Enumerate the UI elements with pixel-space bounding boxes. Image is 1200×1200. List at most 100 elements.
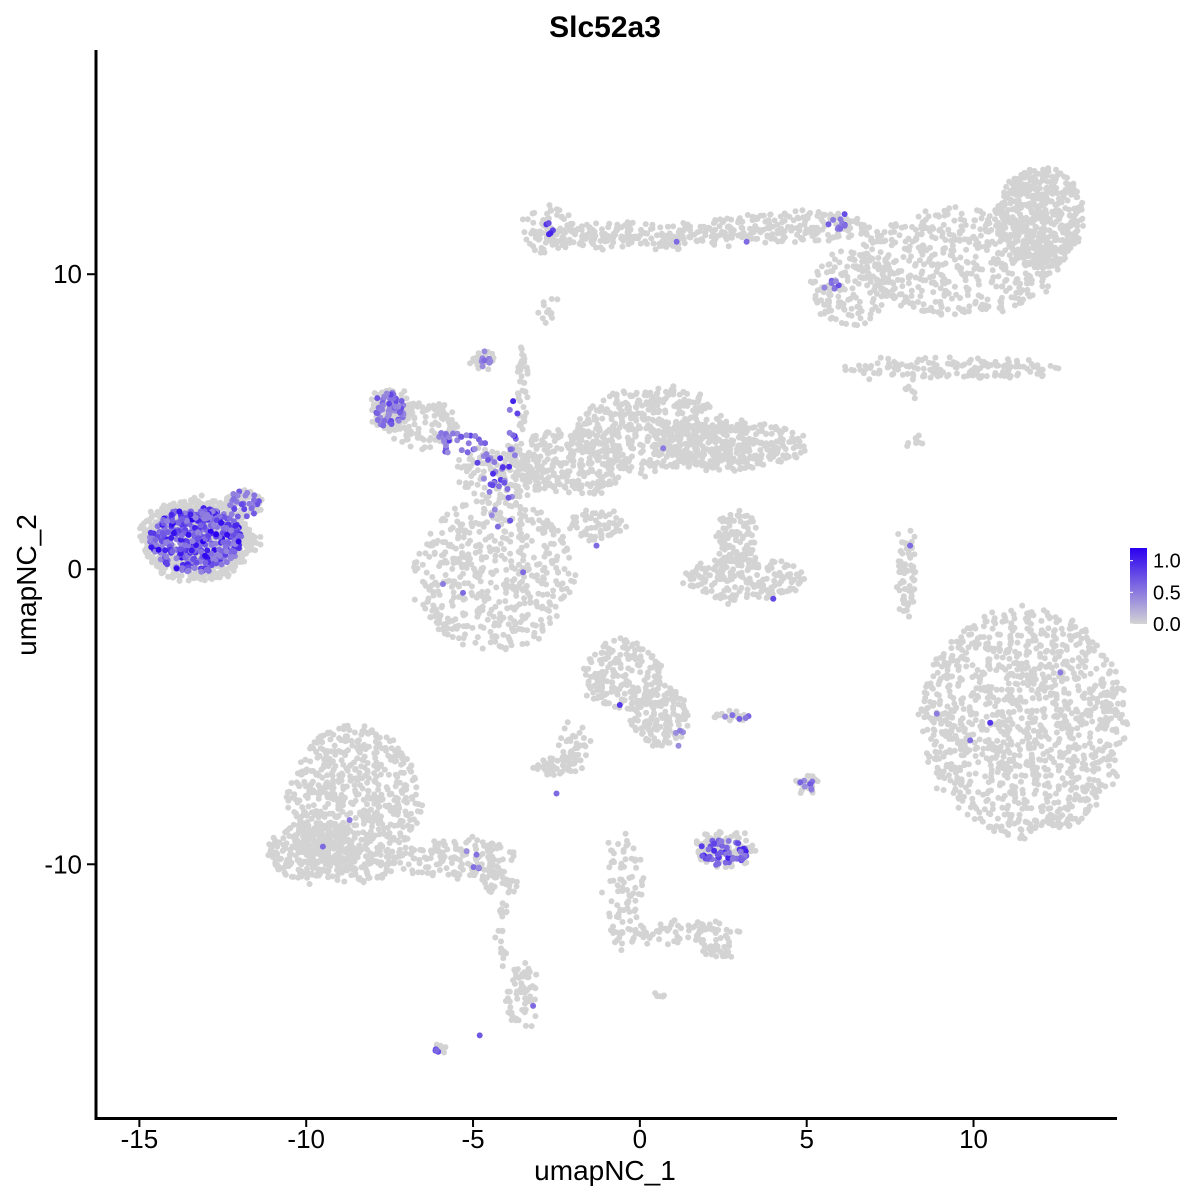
cell-point [1015,176,1021,182]
cell-point [757,228,763,234]
cell-point [515,484,521,490]
cell-point [1053,219,1059,225]
cell-point [637,232,643,238]
cell-point [517,511,523,517]
cell-point [536,561,542,567]
cell-point [620,452,626,458]
cell-point [907,555,913,561]
cell-point [225,573,231,579]
cell-point [851,218,857,224]
cell-point [888,222,894,228]
cell-point [957,255,963,261]
cell-point [651,461,657,467]
cell-point [698,236,704,242]
cell-point [199,493,205,499]
cell-point [764,225,770,231]
cell-point [670,223,676,229]
cell-point [728,512,734,518]
cell-point [1012,302,1018,308]
cell-point [998,300,1004,306]
cell-point [536,458,542,464]
cell-point [654,232,660,238]
cell-point [524,485,530,491]
cell-point [680,580,686,586]
cell-point [613,480,619,486]
cell-point [215,572,221,578]
cell-point [524,533,530,539]
cell-point [882,229,888,235]
cell-point [706,432,712,438]
cell-point [1044,271,1050,277]
cell-point [938,272,944,278]
cell-point [767,212,773,218]
cell-point [818,297,824,303]
cell-point [469,583,475,589]
cell-point [488,580,494,586]
cell-point [909,589,915,595]
cell-point [623,524,629,530]
cell-point [1037,180,1043,186]
cell-point [741,230,747,236]
cell-point [904,568,910,574]
cell-point [480,492,486,498]
cell-point [440,404,446,410]
cell-point [453,511,459,517]
cell-point [744,580,750,586]
cell-point [1055,365,1061,371]
cell-point [630,234,636,240]
cell-point [415,432,421,438]
cell-point [450,525,456,531]
cell-point [923,208,929,214]
cell-point [721,534,727,540]
cell-point [1003,265,1009,271]
cell-point [717,223,723,229]
cell-point [874,229,880,235]
cell-point [144,518,150,524]
cell-point [871,296,877,302]
cell-point [909,293,915,299]
cell-point [800,237,806,243]
cell-point [730,456,736,462]
cell-point [745,567,751,573]
cell-point [869,246,875,252]
cell-point [406,409,412,415]
cell-point [644,241,650,247]
cell-point [535,310,541,316]
cell-point [737,442,743,448]
cell-point [976,282,982,288]
cell-point [416,551,422,557]
cell-point [752,555,758,561]
cell-point [558,461,564,467]
cell-point [753,215,759,221]
cell-point [659,397,665,403]
cell-point [440,516,446,522]
cell-point [1054,730,1060,736]
cell-point [432,420,438,426]
cell-point [734,549,740,555]
cell-point [828,292,834,298]
cell-point [958,268,964,274]
cell-point [525,492,531,498]
cell-point [1039,283,1045,289]
cell-point [239,551,245,557]
cell-point [910,377,916,383]
cell-point [546,608,552,614]
cell-point [764,447,770,453]
cell-point [866,224,872,230]
cell-point [905,371,911,377]
cell-point [544,483,550,489]
cell-point [574,483,580,489]
cell-point [399,439,405,445]
cell-point [473,550,479,556]
cell-point [747,454,753,460]
cell-point [590,444,596,450]
cell-point [475,609,481,615]
cell-point [879,302,885,308]
cell-point [724,236,730,242]
cell-point [580,242,586,248]
cell-point [908,528,914,534]
cell-point [593,453,599,459]
cell-point [975,245,981,251]
cell-point [979,267,985,273]
cell-point [653,447,659,453]
